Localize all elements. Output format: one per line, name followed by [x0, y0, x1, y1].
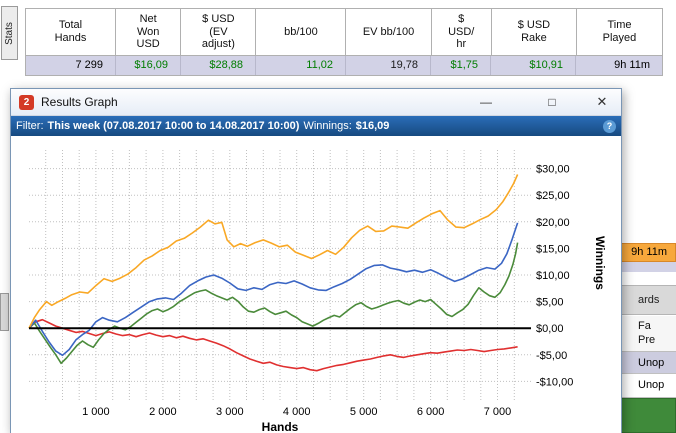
series-blue: [28, 222, 519, 357]
series-red: [28, 318, 518, 372]
x-tick-label: 6 000: [417, 406, 445, 418]
close-button[interactable]: ✕: [596, 94, 608, 109]
y-tick-label: $20,00: [536, 217, 570, 229]
y-axis-title: Winnings: [593, 236, 607, 290]
window-titlebar[interactable]: 2 Results Graph — □ ✕: [11, 89, 621, 116]
maximize-button[interactable]: □: [548, 95, 556, 109]
bg-column-header-line2: Pre: [638, 334, 656, 346]
series-green: [28, 242, 519, 365]
stat-total-hands: 7 299: [26, 56, 116, 75]
stat-usd-rake: $10,91: [491, 56, 576, 75]
x-tick-label: 5 000: [350, 406, 378, 418]
stats-data-row[interactable]: 7 299 $16,09 $28,88 11,02 19,78 $1,75 $1…: [26, 56, 662, 75]
bg-column-header[interactable]: Fa Pre: [618, 316, 676, 352]
y-tick-label: $30,00: [536, 164, 570, 176]
stats-table: Total Hands Net Won USD $ USD (EV adjust…: [25, 8, 663, 76]
filter-label: Filter:: [16, 120, 44, 132]
x-tick-label: 1 000: [82, 406, 110, 418]
bg-column-header-line1: Fa: [638, 320, 651, 332]
y-tick-label: -$5,00: [536, 350, 567, 362]
stats-tab[interactable]: Stats: [1, 6, 18, 60]
stats-header-row: Total Hands Net Won USD $ USD (EV adjust…: [26, 9, 662, 56]
help-icon[interactable]: ?: [603, 119, 616, 133]
y-tick-label: $0,00: [536, 323, 564, 335]
bg-panel-header[interactable]: ards: [618, 285, 676, 315]
stat-ev-bb100: 19,78: [346, 56, 431, 75]
filter-period[interactable]: This week (07.08.2017 10:00 to 14.08.201…: [47, 120, 300, 132]
stat-usd-ev-adjust: $28,88: [181, 56, 256, 75]
bg-table-row[interactable]: Unop: [618, 374, 676, 398]
filter-bar: Filter: This week (07.08.2017 10:00 to 1…: [11, 116, 621, 136]
window-title: Results Graph: [41, 95, 118, 109]
x-tick-label: 7 000: [484, 406, 512, 418]
stat-time-played: 9h 11m: [614, 59, 650, 71]
x-axis-title: Hands: [262, 420, 299, 433]
series-orange: [28, 174, 519, 329]
minimize-button[interactable]: —: [480, 95, 492, 109]
column-header-bb100[interactable]: bb/100: [256, 9, 347, 56]
y-tick-label: $15,00: [536, 243, 570, 255]
results-graph-window: 2 Results Graph — □ ✕ Filter: This week …: [10, 88, 622, 433]
stat-net-won-usd: $16,09: [116, 56, 181, 75]
chart-region: 1 000 2 000 3 000 4 000 5 000 6 000 7 000 $30,0…: [11, 136, 621, 433]
left-edge-tab[interactable]: [0, 293, 9, 331]
stat-usd-hr: $1,75: [431, 56, 491, 75]
y-tick-label: $10,00: [536, 270, 570, 282]
column-header-usd-hr[interactable]: $ USD/ hr: [431, 9, 492, 56]
winnings-label: Winnings:: [303, 120, 352, 132]
bg-table-row[interactable]: Unop: [618, 352, 676, 374]
results-chart: 1 000 2 000 3 000 4 000 5 000 6 000 7 000 $30,0…: [28, 150, 607, 433]
app-icon: 2: [19, 94, 34, 110]
column-header-net-won-usd[interactable]: Net Won USD: [116, 9, 182, 56]
x-tick-label: 4 000: [283, 406, 311, 418]
bg-green-stat-cell[interactable]: [618, 398, 676, 433]
column-header-usd-ev-adjust[interactable]: $ USD (EV adjust): [181, 9, 257, 56]
x-tick-label: 3 000: [216, 406, 244, 418]
bg-row-strip: [618, 262, 676, 272]
x-tick-label: 2 000: [149, 406, 177, 418]
stats-tab-label: Stats: [4, 21, 16, 45]
y-tick-label: $25,00: [536, 190, 570, 202]
column-header-time-played[interactable]: Time Played: [576, 9, 662, 56]
column-header-ev-bb100[interactable]: EV bb/100: [346, 9, 432, 56]
winnings-value: $16,09: [355, 120, 390, 132]
y-tick-label: $5,00: [536, 297, 564, 309]
stat-bb100: 11,02: [256, 56, 346, 75]
y-tick-label: -$10,00: [536, 376, 573, 388]
column-header-total-hands[interactable]: Total Hands: [26, 9, 117, 56]
bg-selected-time-cell[interactable]: 9h 11m: [618, 243, 676, 262]
column-header-usd-rake[interactable]: $ USD Rake: [491, 9, 577, 56]
